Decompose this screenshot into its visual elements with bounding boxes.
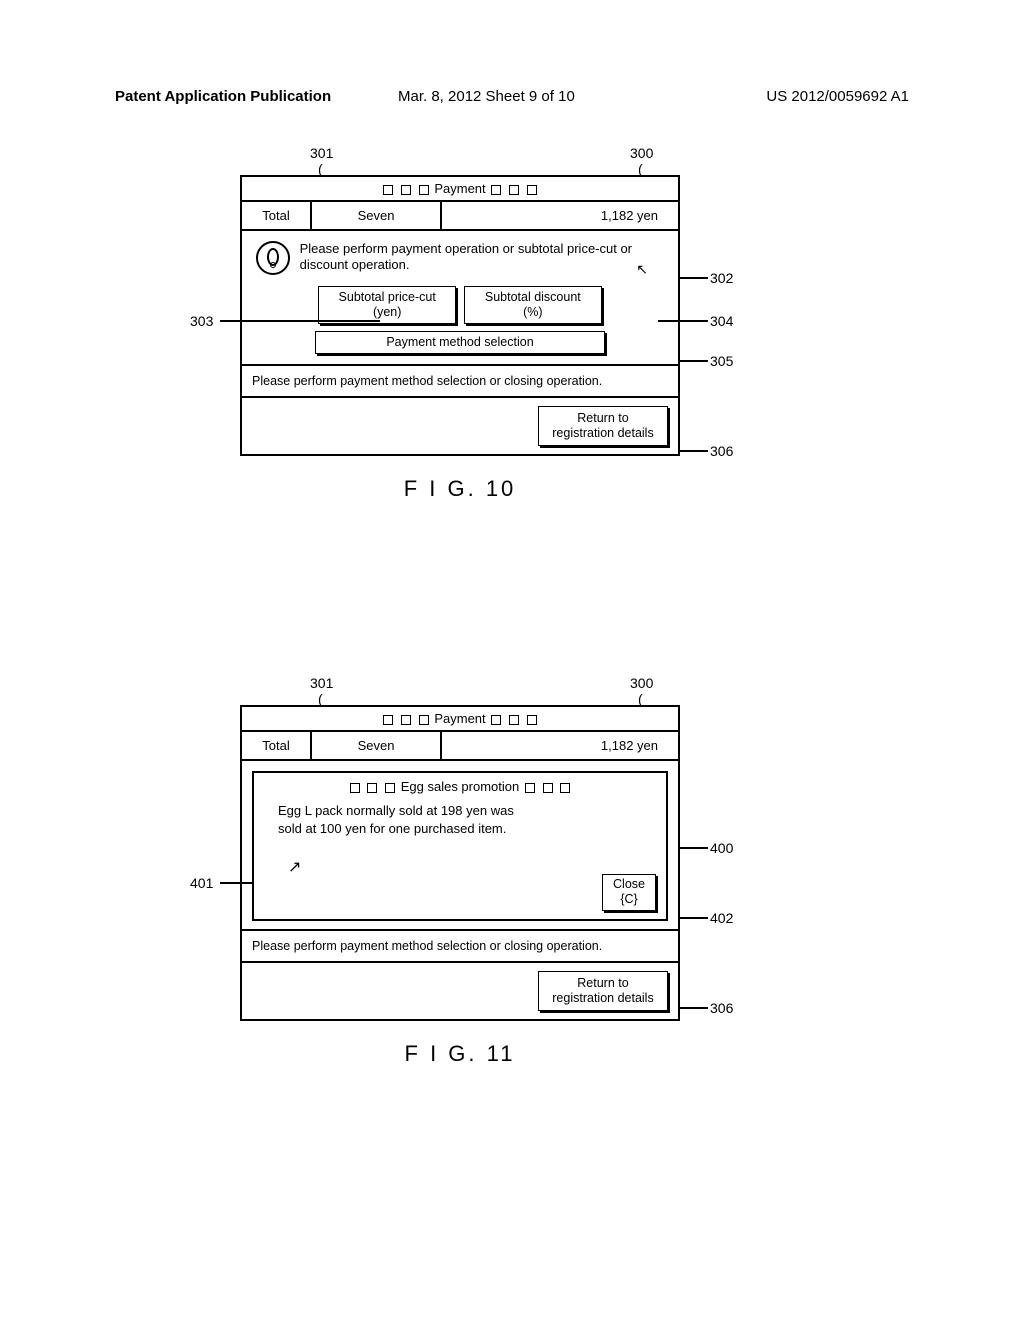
amount-value: 1,182 yen — [442, 202, 678, 229]
decor-square — [383, 715, 393, 725]
callout-400: 400 — [710, 840, 733, 856]
decor-square — [509, 715, 519, 725]
leader — [220, 320, 380, 322]
figure-caption: F I G. 10 — [240, 476, 680, 502]
decor-square — [527, 715, 537, 725]
subtotal-pricecut-button[interactable]: Subtotal price-cut (yen) — [318, 286, 456, 324]
callout-305: 305 — [710, 353, 733, 369]
callout-302: 302 — [710, 270, 733, 286]
figure-caption: F I G. 11 — [240, 1041, 680, 1067]
count-label: Seven — [312, 202, 442, 229]
count-label: Seven — [312, 732, 442, 759]
btn-sublabel: (yen) — [373, 305, 401, 319]
return-button[interactable]: Return to registration details — [538, 971, 668, 1011]
bottom-bar: Return to registration details — [242, 963, 678, 1019]
decor-square — [491, 715, 501, 725]
decor-square — [383, 185, 393, 195]
leader — [220, 882, 252, 884]
total-row: Total Seven 1,182 yen — [242, 732, 678, 761]
footer-instruction: Please perform payment method selection … — [242, 931, 678, 963]
decor-square — [419, 715, 429, 725]
figure-10-wrap: 301 ( 300 ( Payment Total Seven 1,182 ye… — [240, 175, 680, 502]
amount-value: 1,182 yen — [442, 732, 678, 759]
callout-301: 301 — [310, 145, 333, 161]
callout-303: 303 — [190, 313, 213, 329]
btn-label: Return to — [577, 976, 628, 990]
pointer-arrow: ↖ — [636, 261, 648, 278]
payment-screen: Payment Total Seven 1,182 yen Please per… — [240, 175, 680, 456]
decor-square — [350, 783, 360, 793]
callout-402: 402 — [710, 910, 733, 926]
leader — [680, 847, 708, 849]
btn-label: Subtotal discount — [485, 290, 581, 304]
total-label: Total — [242, 732, 312, 759]
leader — [680, 1007, 708, 1009]
decor-square — [385, 783, 395, 793]
pointer-arrow: ↗ — [288, 857, 301, 877]
footer-instruction: Please perform payment method selection … — [242, 366, 678, 398]
btn-label: Payment method selection — [386, 335, 533, 349]
btn-label: Return to — [577, 411, 628, 425]
callout-306: 306 — [710, 1000, 733, 1016]
decor-square — [509, 185, 519, 195]
btn-sublabel: (%) — [523, 305, 542, 319]
header-publication: Patent Application Publication — [115, 88, 331, 105]
promo-modal: Egg sales promotion Egg L pack normally … — [252, 771, 668, 921]
title-text: Payment — [434, 181, 485, 196]
body-area: Egg sales promotion Egg L pack normally … — [242, 761, 678, 931]
leader — [658, 320, 708, 322]
leader — [680, 917, 708, 919]
bottom-bar: Return to registration details — [242, 398, 678, 454]
btn-label: Close — [613, 877, 645, 891]
leader — [680, 277, 708, 279]
decor-square — [543, 783, 553, 793]
title-bar: Payment — [242, 707, 678, 732]
header-sheet: Mar. 8, 2012 Sheet 9 of 10 — [398, 88, 575, 105]
btn-sublabel: {C} — [620, 892, 637, 906]
callout-300: 300 — [630, 675, 653, 691]
leader — [680, 450, 708, 452]
callout-401: 401 — [190, 875, 213, 891]
payment-screen: Payment Total Seven 1,182 yen Egg sales … — [240, 705, 680, 1021]
decor-square — [525, 783, 535, 793]
total-row: Total Seven 1,182 yen — [242, 202, 678, 231]
operator-icon — [256, 241, 290, 275]
return-button[interactable]: Return to registration details — [538, 406, 668, 446]
title-bar: Payment — [242, 177, 678, 202]
decor-square — [401, 185, 411, 195]
payment-method-button[interactable]: Payment method selection — [315, 331, 605, 354]
header-docnum: US 2012/0059692 A1 — [766, 88, 909, 105]
figure-11-wrap: 301 ( 300 ( Payment Total Seven 1,182 ye… — [240, 705, 680, 1067]
leader — [680, 360, 708, 362]
modal-title-row: Egg sales promotion — [264, 779, 656, 794]
decor-square — [401, 715, 411, 725]
callout-306: 306 — [710, 443, 733, 459]
modal-body: Egg L pack normally sold at 198 yen was … — [278, 802, 518, 837]
title-text: Payment — [434, 711, 485, 726]
total-label: Total — [242, 202, 312, 229]
btn-label: Subtotal price-cut — [339, 290, 436, 304]
callout-304: 304 — [710, 313, 733, 329]
decor-square — [367, 783, 377, 793]
callout-300: 300 — [630, 145, 653, 161]
modal-title: Egg sales promotion — [401, 779, 520, 794]
close-button[interactable]: Close {C} — [602, 874, 656, 911]
body-area: Please perform payment operation or subt… — [242, 231, 678, 366]
instruction-text: Please perform payment operation or subt… — [300, 241, 660, 274]
decor-square — [527, 185, 537, 195]
btn-sublabel: registration details — [552, 991, 653, 1005]
decor-square — [419, 185, 429, 195]
subtotal-discount-button[interactable]: Subtotal discount (%) — [464, 286, 602, 324]
decor-square — [560, 783, 570, 793]
decor-square — [491, 185, 501, 195]
btn-sublabel: registration details — [552, 426, 653, 440]
callout-301: 301 — [310, 675, 333, 691]
